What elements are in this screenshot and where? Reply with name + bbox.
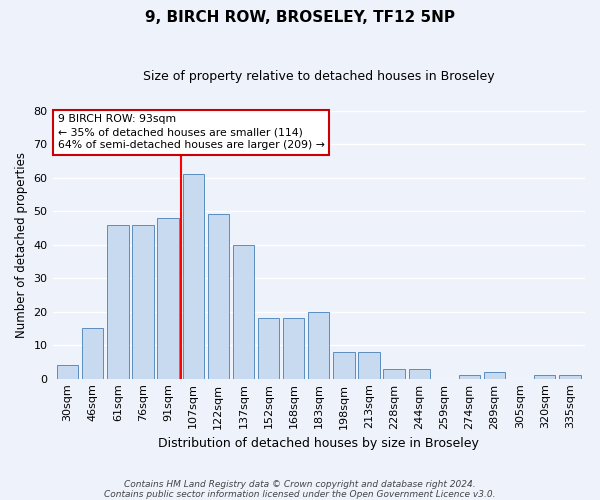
Bar <box>459 376 480 378</box>
Text: 9, BIRCH ROW, BROSELEY, TF12 5NP: 9, BIRCH ROW, BROSELEY, TF12 5NP <box>145 10 455 25</box>
Bar <box>157 218 179 378</box>
Text: Contains public sector information licensed under the Open Government Licence v3: Contains public sector information licen… <box>104 490 496 499</box>
Bar <box>283 318 304 378</box>
Bar <box>484 372 505 378</box>
X-axis label: Distribution of detached houses by size in Broseley: Distribution of detached houses by size … <box>158 437 479 450</box>
Bar <box>383 368 405 378</box>
Bar <box>534 376 556 378</box>
Bar <box>308 312 329 378</box>
Bar <box>409 368 430 378</box>
Bar <box>132 224 154 378</box>
Text: Contains HM Land Registry data © Crown copyright and database right 2024.: Contains HM Land Registry data © Crown c… <box>124 480 476 489</box>
Bar <box>107 224 128 378</box>
Text: 9 BIRCH ROW: 93sqm
← 35% of detached houses are smaller (114)
64% of semi-detach: 9 BIRCH ROW: 93sqm ← 35% of detached hou… <box>58 114 325 150</box>
Title: Size of property relative to detached houses in Broseley: Size of property relative to detached ho… <box>143 70 494 83</box>
Bar <box>559 376 581 378</box>
Bar <box>82 328 103 378</box>
Bar <box>358 352 380 378</box>
Bar <box>258 318 279 378</box>
Bar <box>57 366 78 378</box>
Bar <box>333 352 355 378</box>
Bar <box>208 214 229 378</box>
Bar <box>233 244 254 378</box>
Y-axis label: Number of detached properties: Number of detached properties <box>15 152 28 338</box>
Bar <box>182 174 204 378</box>
